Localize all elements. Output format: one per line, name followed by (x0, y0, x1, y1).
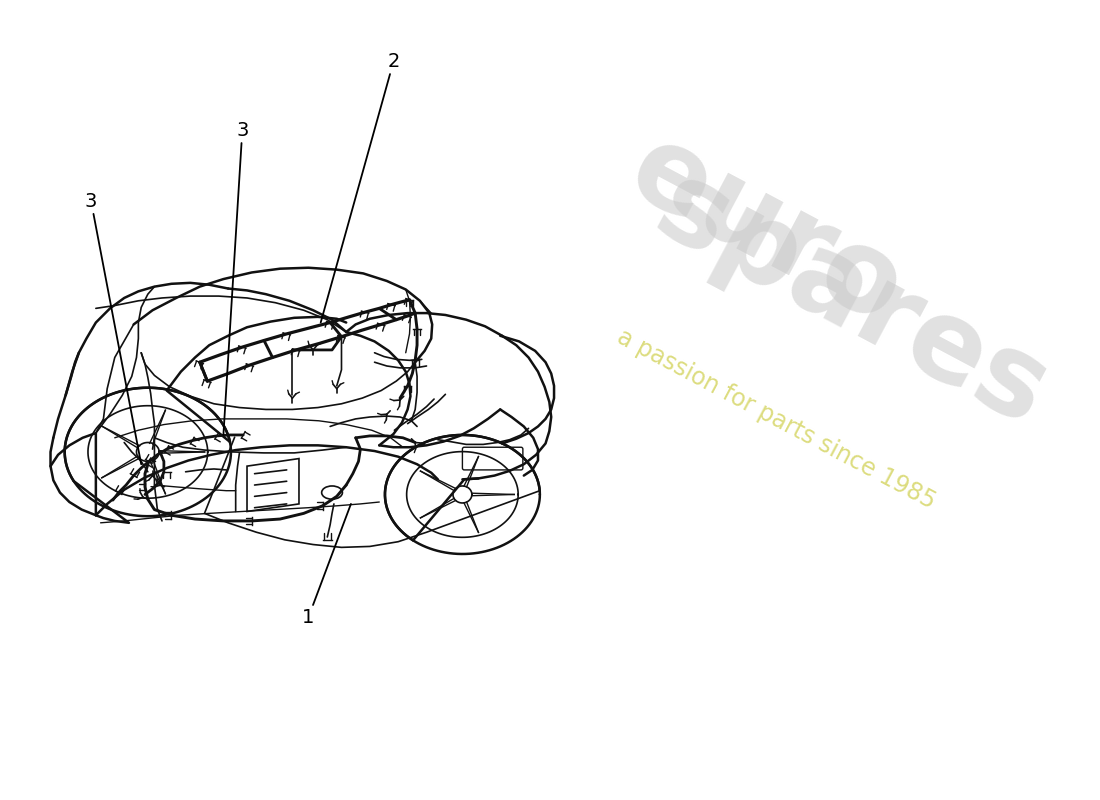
Text: 3: 3 (223, 122, 249, 435)
Text: euro: euro (612, 112, 922, 348)
Text: 3: 3 (85, 192, 141, 464)
Text: 2: 2 (321, 52, 399, 322)
Text: 1: 1 (302, 504, 351, 626)
Text: spares: spares (637, 151, 1066, 450)
Text: a passion for parts since 1985: a passion for parts since 1985 (613, 325, 939, 514)
